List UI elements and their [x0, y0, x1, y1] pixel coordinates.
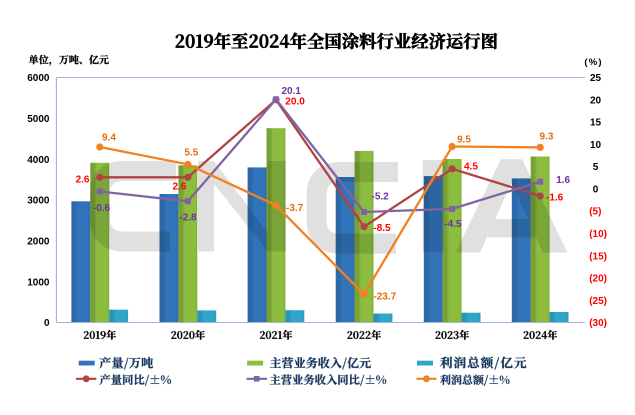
svg-text:9.4: 9.4: [102, 132, 116, 143]
svg-text:-0.6: -0.6: [93, 203, 111, 214]
svg-text:(5): (5): [589, 207, 601, 218]
svg-text:2000: 2000: [27, 236, 50, 247]
svg-text:3000: 3000: [27, 196, 50, 207]
svg-text:20.0: 20.0: [285, 96, 305, 107]
svg-text:-2.8: -2.8: [179, 212, 197, 223]
svg-text:-23.7: -23.7: [373, 292, 396, 303]
svg-text:-8.5: -8.5: [373, 223, 391, 234]
svg-text:4000: 4000: [27, 155, 50, 166]
svg-text:(30): (30): [589, 318, 607, 329]
svg-text:6000: 6000: [27, 73, 50, 84]
svg-text:2.6: 2.6: [173, 181, 187, 192]
svg-text:9.5: 9.5: [457, 135, 471, 146]
svg-text:15: 15: [590, 118, 602, 129]
svg-text:-5.2: -5.2: [372, 192, 390, 203]
svg-text:20: 20: [590, 95, 602, 106]
svg-text:(25): (25): [589, 296, 607, 307]
svg-text:5.5: 5.5: [184, 147, 198, 158]
svg-text:10: 10: [590, 140, 602, 151]
svg-text:1.6: 1.6: [556, 175, 570, 186]
svg-text:(20): (20): [589, 274, 607, 285]
svg-text:5000: 5000: [27, 114, 50, 125]
svg-text:2.6: 2.6: [76, 174, 90, 185]
svg-text:1000: 1000: [27, 277, 50, 288]
svg-text:-1.6: -1.6: [546, 192, 564, 203]
svg-text:(10): (10): [589, 229, 607, 240]
svg-text:-4.5: -4.5: [444, 219, 462, 230]
svg-text:(%): (%): [584, 57, 602, 68]
svg-text:4.5: 4.5: [464, 162, 478, 173]
svg-text:(15): (15): [589, 251, 607, 262]
svg-text:25: 25: [590, 73, 602, 84]
svg-text:5: 5: [593, 162, 599, 173]
svg-text:20.1: 20.1: [282, 86, 302, 97]
svg-text:-3.7: -3.7: [286, 203, 304, 214]
svg-text:9.3: 9.3: [540, 131, 554, 142]
svg-text:0: 0: [593, 184, 599, 195]
svg-text:0: 0: [44, 318, 50, 329]
